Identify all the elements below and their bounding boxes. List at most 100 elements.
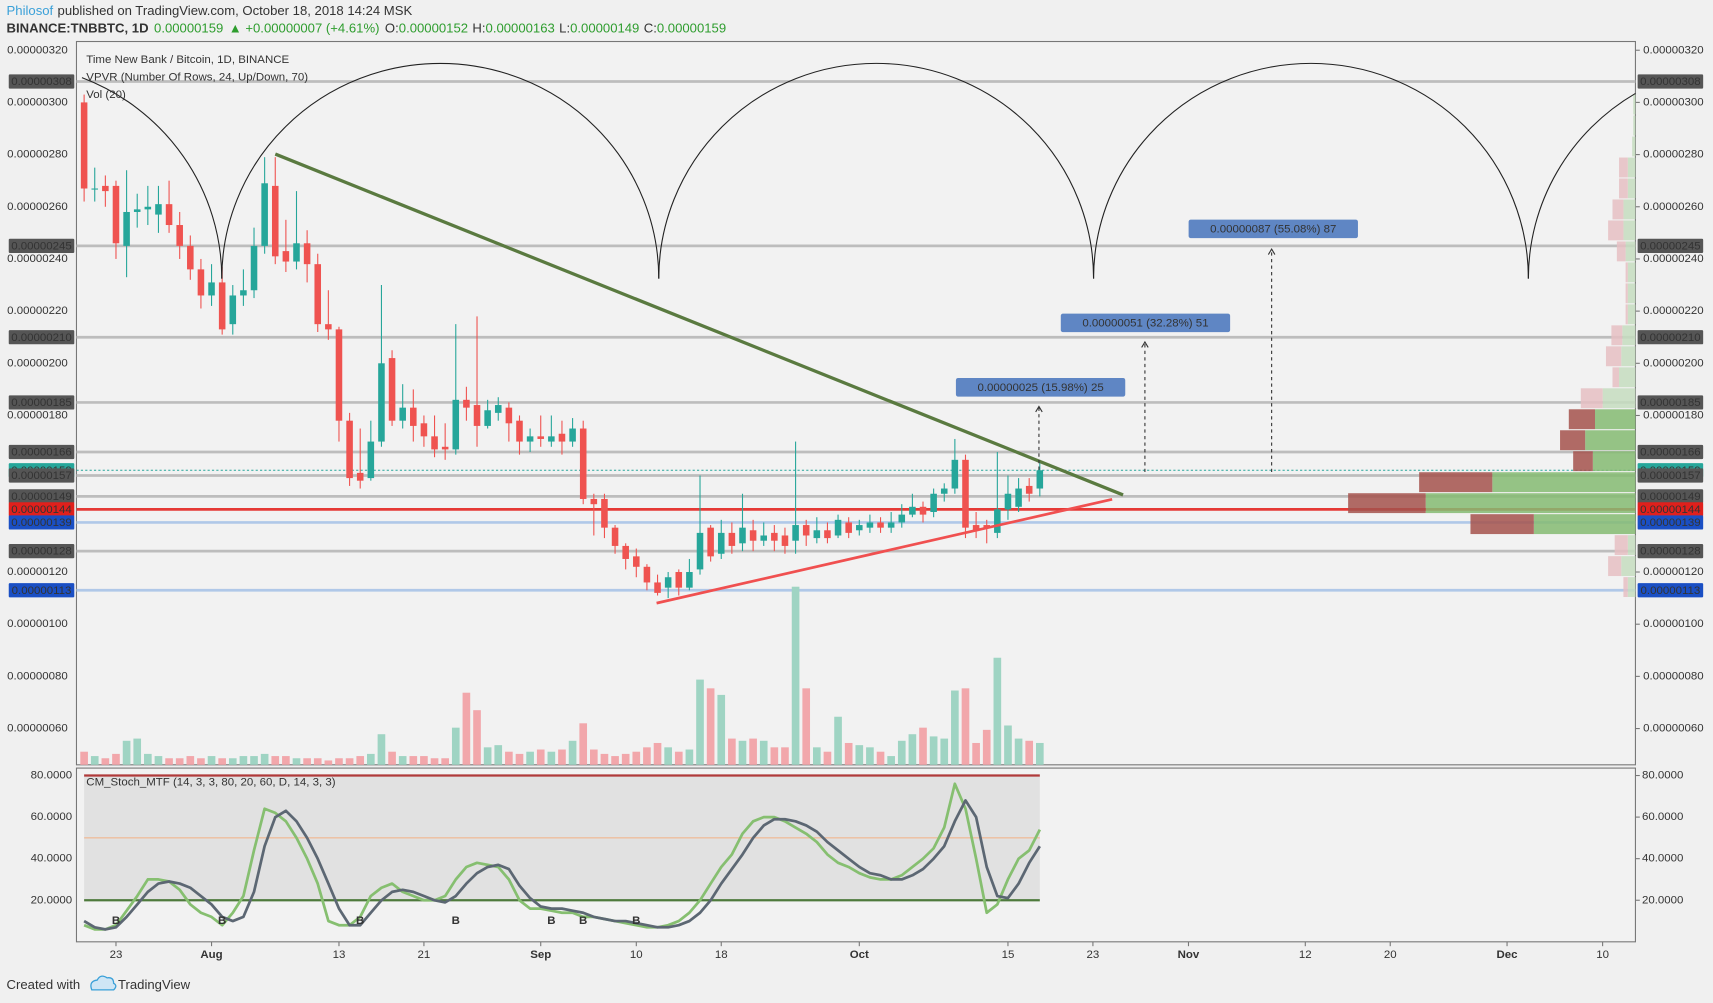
volume-bar xyxy=(706,688,715,765)
y-tick-label: 0.00000200 xyxy=(1643,357,1704,369)
y-tick-label: 0.00000200 xyxy=(7,357,68,369)
candle-body xyxy=(611,527,619,546)
vpvr-down xyxy=(1608,556,1622,577)
footer-text: Created with xyxy=(7,977,81,992)
candle-body xyxy=(282,251,290,262)
volume-bar xyxy=(335,758,343,765)
y-tick-label: 0.00000180 xyxy=(1643,410,1704,422)
volume-bar xyxy=(866,747,874,765)
y-tick-label: 0.00000320 xyxy=(1643,44,1704,56)
vpvr-down xyxy=(1611,325,1623,346)
level-badge xyxy=(1637,444,1704,460)
volume-bar xyxy=(887,756,895,765)
volume-bar xyxy=(441,758,449,765)
volume-bar xyxy=(664,747,672,765)
x-tick-label: 23 xyxy=(110,949,123,961)
vpvr xyxy=(1348,94,1636,598)
candle-body xyxy=(346,420,353,479)
candle-body xyxy=(452,399,460,450)
signal-label: B xyxy=(632,915,640,927)
candle-body xyxy=(569,428,576,442)
candle-body xyxy=(654,582,661,593)
volume-bar xyxy=(982,729,991,765)
vpvr-up xyxy=(1622,325,1636,346)
y-tick-label: 0.00000060 xyxy=(7,723,68,735)
candle-body xyxy=(802,525,810,536)
candle-body xyxy=(325,324,332,330)
vpvr-up xyxy=(1627,262,1636,283)
volume-bar xyxy=(282,756,290,765)
volume-bar xyxy=(717,694,726,765)
arc xyxy=(1527,92,1636,279)
vpvr-down xyxy=(1619,157,1628,178)
volume-bar xyxy=(738,740,747,765)
level-label: 0.00000149 xyxy=(11,491,72,503)
volume-bar xyxy=(897,740,906,765)
candle-body xyxy=(1036,470,1044,489)
y-tick-label: 0.00000240 xyxy=(7,253,68,265)
trend-line-up xyxy=(656,497,1113,605)
volume-bar xyxy=(154,756,163,765)
volume-bar xyxy=(919,727,927,765)
level-badge xyxy=(1637,395,1704,410)
candle-body xyxy=(388,358,396,421)
volume-bar xyxy=(377,734,386,765)
vpvr-down xyxy=(1573,451,1593,472)
vpvr-down xyxy=(1619,178,1628,199)
candle-body xyxy=(144,206,152,210)
volume-bar xyxy=(398,756,407,765)
candle-body xyxy=(197,269,205,296)
y-tick-label: 40.0000 xyxy=(31,853,72,865)
indicator-title: VPVR (Number Of Rows, 24, Up/Down, 70) xyxy=(86,72,308,84)
candle-body xyxy=(558,433,566,442)
volume-bar xyxy=(547,751,556,765)
x-tick-label: Nov xyxy=(1178,949,1200,961)
level-label: 0.00000144 xyxy=(11,504,72,516)
y-tick-label: 60.0000 xyxy=(31,811,72,823)
volume-bar xyxy=(1025,740,1034,765)
y-tick-label: 0.00000080 xyxy=(7,670,68,682)
candle-body xyxy=(356,472,364,481)
candle-body xyxy=(824,530,831,539)
candle-body xyxy=(983,525,991,528)
volume-bar xyxy=(451,727,460,765)
level-badge xyxy=(1637,468,1704,483)
y-tick-label: 0.00000100 xyxy=(7,618,68,630)
level-badge xyxy=(1637,544,1704,559)
candle-body xyxy=(749,530,757,541)
level-label: 0.00000245 xyxy=(11,240,72,252)
volume-bar xyxy=(876,751,885,765)
axes: 0.00000320 0.00000320 0.00000300 0.00000300… xyxy=(7,44,1704,961)
volume-bar xyxy=(515,753,524,765)
x-tick-label: 10 xyxy=(630,949,643,961)
x-tick-label: 13 xyxy=(333,949,346,961)
candle-body xyxy=(898,514,906,523)
volume-bar xyxy=(759,740,768,765)
level-badge xyxy=(1637,238,1704,253)
volume-bar xyxy=(122,740,131,765)
x-tick-label: Sep xyxy=(530,949,551,961)
candle-body xyxy=(91,188,99,190)
volume-bar xyxy=(367,753,375,765)
volume-bar xyxy=(324,760,333,765)
candle-body xyxy=(951,459,959,489)
candle-body xyxy=(218,282,226,330)
arc xyxy=(221,62,660,279)
candle-body xyxy=(516,420,523,442)
level-badge xyxy=(1637,502,1704,517)
vpvr-up xyxy=(1621,556,1636,577)
candle-body xyxy=(367,441,375,479)
y-tick-label: 20.0000 xyxy=(1642,894,1683,906)
vpvr-down xyxy=(1419,472,1493,493)
measure-box xyxy=(955,378,1126,397)
ohlc-key: L: xyxy=(559,21,570,36)
level-badge xyxy=(8,583,75,598)
y-tick-label: 0.00000260 xyxy=(7,201,68,213)
candle-body xyxy=(707,527,714,557)
level-label: 0.00000245 xyxy=(1640,240,1701,252)
candle-body xyxy=(80,102,88,189)
volume-bar xyxy=(409,756,418,765)
volume-bar xyxy=(420,756,428,765)
footer-brand[interactable]: TradingView xyxy=(118,977,191,992)
